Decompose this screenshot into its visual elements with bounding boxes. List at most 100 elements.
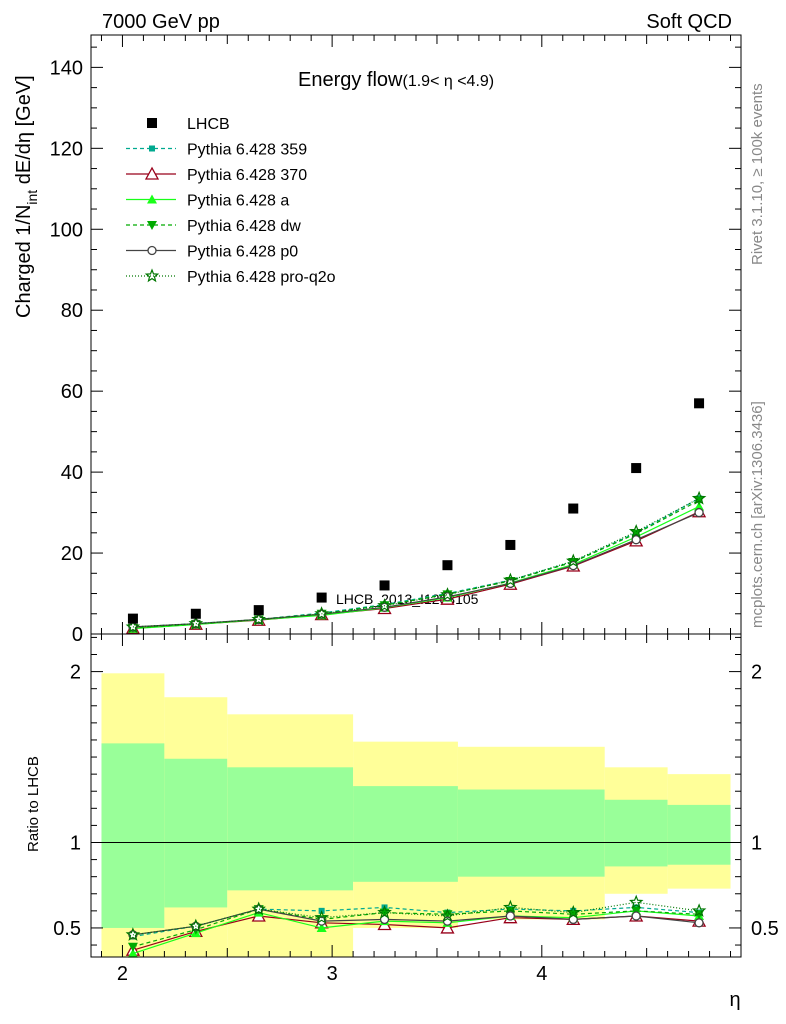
ratio-line xyxy=(132,901,700,936)
ratio-point xyxy=(127,942,138,952)
series-line xyxy=(132,497,700,628)
ratio-y-tick-label-right: 0.5 xyxy=(751,918,779,940)
ratio-y-label: Ratio to LHCB xyxy=(25,756,42,852)
y-tick-label: 120 xyxy=(50,138,83,160)
series-LHCB xyxy=(127,398,705,624)
legend-marker xyxy=(144,268,160,283)
series-point xyxy=(694,507,704,518)
main-panel-title-range: (1.9< η <4.9) xyxy=(403,73,495,90)
ratio-point xyxy=(377,904,392,919)
legend-label: Pythia 6.428 a xyxy=(187,193,289,210)
series-point xyxy=(694,501,705,511)
series-Pythia-6428-359 xyxy=(129,495,703,631)
series-point xyxy=(188,616,204,630)
y-tick-label: 80 xyxy=(61,300,83,322)
ratio-point xyxy=(566,904,581,919)
series-point xyxy=(125,619,141,634)
band-inner-bin xyxy=(101,743,165,928)
mcplots-label: mcplots.cern.ch [arXiv:1306.3436] xyxy=(749,401,766,628)
series-Pythia-6428-dw xyxy=(127,496,705,633)
ratio-point xyxy=(316,922,327,932)
x-tick-label: 4 xyxy=(536,963,547,985)
legend-label: Pythia 6.428 359 xyxy=(187,142,307,159)
series-line xyxy=(132,512,700,628)
series-point xyxy=(503,572,518,587)
main-y-label-text: Charged 1/N xyxy=(13,205,35,318)
legend-label: LHCB xyxy=(187,116,230,133)
legend-entry: Pythia 6.428 dw xyxy=(126,218,301,235)
y-tick-label: 0 xyxy=(72,624,83,646)
series-point xyxy=(251,611,266,626)
ratio-series-Pythia-6428-pro-q2o xyxy=(125,894,707,941)
series-line xyxy=(132,511,700,629)
band-inner-bin xyxy=(667,804,731,865)
legend-marker xyxy=(147,245,157,256)
legend: LHCB Pythia 6.428 359 Pythia 6.428 370 Pyth… xyxy=(126,116,336,286)
series-Pythia-6428-a xyxy=(127,501,705,633)
y-tick-label: 40 xyxy=(61,462,83,484)
series-point xyxy=(628,523,644,538)
x-tick-label: 3 xyxy=(327,963,338,985)
ratio-point xyxy=(125,927,141,941)
ratio-point xyxy=(631,911,641,921)
ratio-y-tick-label: 2 xyxy=(70,662,81,684)
header-right: Soft QCD xyxy=(646,11,732,33)
ratio-point xyxy=(691,903,707,918)
header-left: 7000 GeV pp xyxy=(102,11,220,33)
legend-marker xyxy=(147,194,157,204)
series-line xyxy=(132,499,700,629)
y-tick-label: 100 xyxy=(50,219,83,241)
ratio-point xyxy=(628,894,644,909)
data-point xyxy=(631,463,642,474)
legend-label: Pythia 6.428 pro-q2o xyxy=(187,269,336,286)
legend-label: Pythia 6.428 370 xyxy=(187,167,307,184)
legend-marker xyxy=(147,221,157,230)
band-inner-bin xyxy=(457,789,605,877)
data-point xyxy=(190,608,201,619)
data-point xyxy=(505,539,516,550)
band-inner-bin xyxy=(227,767,354,891)
ratio-point xyxy=(694,918,704,928)
ratio-point xyxy=(505,911,516,921)
data-point xyxy=(316,592,327,603)
data-point xyxy=(568,503,579,514)
x-axis-label: η xyxy=(729,989,740,1011)
ratio-plot-panel: 2 3 4 0.5 0.5 1 1 2 2 xyxy=(53,633,779,985)
series-point xyxy=(314,606,329,620)
legend-marker xyxy=(147,118,157,128)
ratio-y-tick-label: 0.5 xyxy=(53,918,81,940)
legend-entry: Pythia 6.428 370 xyxy=(126,166,307,184)
x-tick-label: 2 xyxy=(117,963,128,985)
legend-entry: Pythia 6.428 p0 xyxy=(126,244,298,261)
ratio-point xyxy=(440,920,455,934)
ratio-point xyxy=(503,899,518,914)
main-panel-title: Energy flow(1.9< η <4.9) xyxy=(298,69,494,91)
legend-entry: Pythia 6.428 a xyxy=(126,193,289,210)
band-inner-bin xyxy=(353,786,458,882)
legend-entry: Pythia 6.428 359 xyxy=(126,142,307,159)
legend-label: Pythia 6.428 p0 xyxy=(187,244,298,261)
series-point xyxy=(440,587,455,601)
band-inner-bin xyxy=(164,758,228,908)
ratio-point xyxy=(442,910,453,920)
ratio-y-tick-label-right: 2 xyxy=(751,662,762,684)
data-point xyxy=(442,560,453,571)
data-point xyxy=(379,580,390,591)
series-point xyxy=(691,490,707,505)
main-y-label: Charged 1/Nint dE/dη [GeV] xyxy=(13,75,40,318)
data-point xyxy=(127,613,138,624)
main-panel-title-text: Energy flow xyxy=(298,69,403,91)
data-point xyxy=(694,398,705,409)
y-tick-label: 20 xyxy=(61,543,83,565)
ratio-line xyxy=(132,908,700,948)
y-tick-label: 140 xyxy=(50,57,83,79)
series-Pythia-6428-370 xyxy=(125,504,707,634)
ratio-point xyxy=(314,910,329,924)
series-point xyxy=(566,553,581,568)
series-point xyxy=(377,598,392,612)
ratio-point xyxy=(440,908,455,923)
ratio-y-tick-label: 1 xyxy=(70,832,81,854)
rivet-label: Rivet 3.1.10, ≥ 100k events xyxy=(749,83,766,265)
y-tick-label: 60 xyxy=(61,381,83,403)
